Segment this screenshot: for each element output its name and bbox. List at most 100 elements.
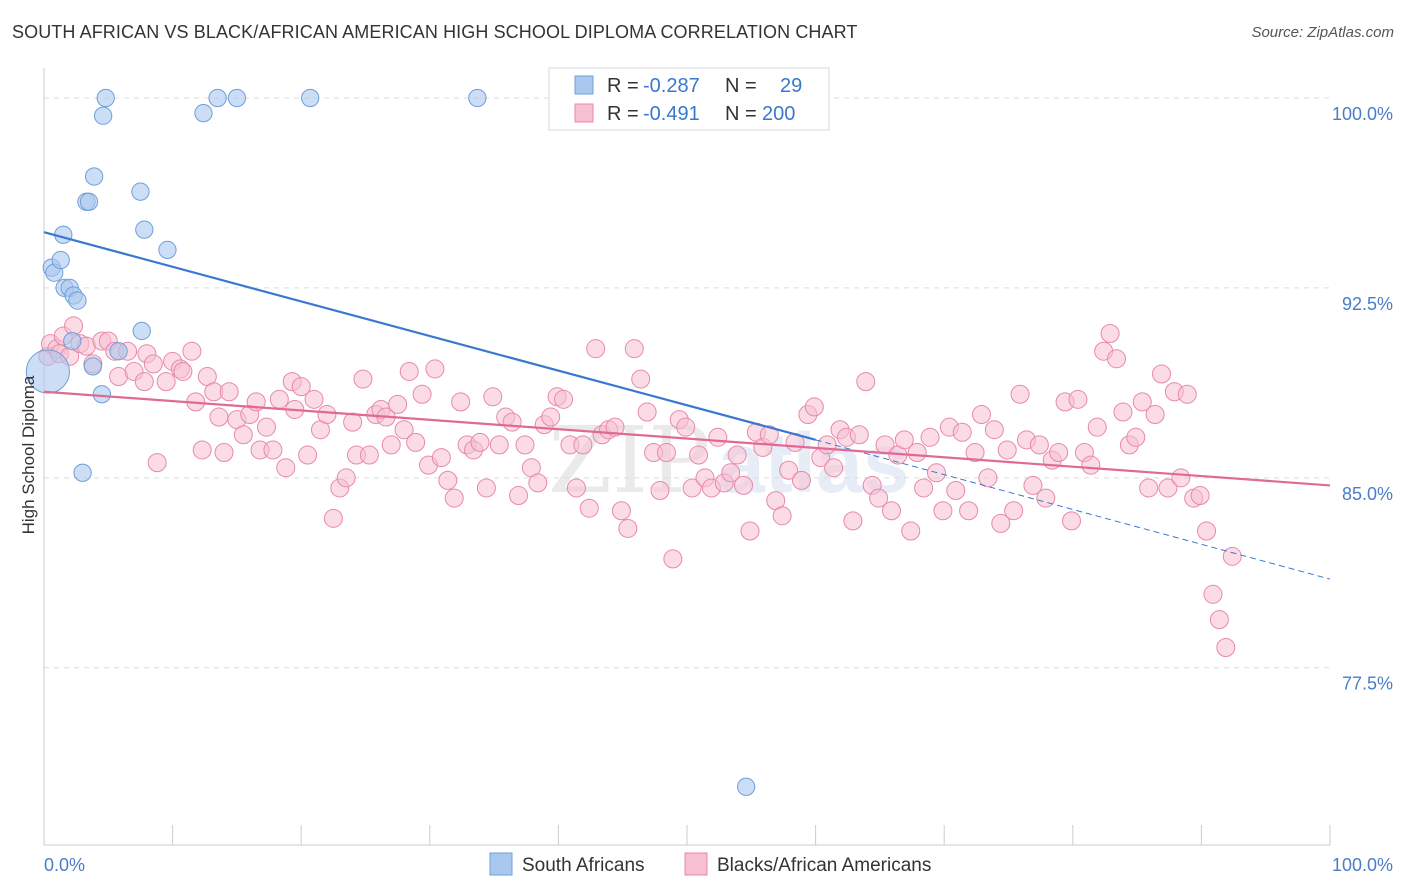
pink-point	[1132, 392, 1152, 412]
correlation-legend: R = -0.287 N = 29 R = -0.491 N = 200	[548, 67, 830, 131]
y-tick-label-0: 100.0%	[1332, 104, 1393, 124]
pink-point	[173, 361, 193, 381]
pink-point	[489, 435, 509, 455]
pink-point	[1152, 364, 1172, 384]
pink-point	[406, 432, 426, 452]
pink-point	[359, 445, 379, 465]
pink-point	[483, 387, 503, 407]
pink-point	[1171, 468, 1191, 488]
pink-point	[353, 369, 373, 389]
pink-point	[381, 435, 401, 455]
legend-n-value-2: 200	[762, 103, 795, 125]
pink-point	[772, 506, 792, 526]
blue-point	[208, 88, 227, 108]
pink-point	[734, 475, 754, 495]
pink-point	[143, 354, 163, 374]
pink-point	[1081, 455, 1101, 475]
y-tick-label-3: 77.5%	[1342, 674, 1393, 694]
pink-point	[965, 443, 985, 462]
blue-trend-extension	[815, 439, 1331, 580]
blue-series-points	[25, 88, 756, 796]
pink-point	[394, 420, 414, 440]
blue-point	[135, 220, 154, 239]
pink-point	[1222, 546, 1242, 566]
pink-point	[336, 468, 356, 488]
pink-point	[156, 372, 176, 392]
pink-point	[263, 440, 283, 460]
legend-r-label-2: R =	[607, 103, 639, 125]
pink-point	[1062, 511, 1082, 531]
pink-point	[214, 443, 234, 462]
legend-n-label-1: N =	[725, 75, 757, 97]
pink-point	[856, 372, 876, 392]
pink-point	[1023, 475, 1043, 495]
blue-point	[301, 88, 320, 108]
legend-swatch-blue	[574, 75, 594, 95]
pink-point	[147, 453, 167, 473]
legend-n-label-2: N =	[725, 103, 757, 125]
blue-point	[158, 240, 177, 260]
pink-point	[451, 392, 471, 412]
blue-point	[131, 182, 150, 201]
pink-point	[579, 498, 599, 518]
trend-lines	[43, 231, 1331, 580]
pink-point	[605, 417, 625, 437]
series-legend-swatch-blue	[489, 852, 513, 876]
legend-n-value-1: 29	[780, 75, 802, 97]
pink-point	[971, 405, 991, 425]
pink-point	[1209, 610, 1229, 630]
y-tick-label-2: 85.0%	[1342, 484, 1393, 504]
pink-point	[1126, 427, 1146, 447]
pink-point	[1145, 405, 1165, 425]
blue-point	[79, 192, 99, 211]
pink-point	[933, 501, 953, 521]
blue-point	[737, 777, 756, 796]
x-tick-label-min: 0.0%	[44, 855, 85, 875]
pink-point	[304, 389, 324, 409]
legend-r-value-2: -0.491	[643, 103, 700, 125]
pink-point	[624, 339, 644, 359]
pink-point	[134, 372, 154, 392]
pink-point	[1107, 349, 1127, 369]
blue-point	[51, 250, 70, 270]
pink-point	[804, 397, 824, 417]
pink-point	[997, 440, 1017, 460]
axes	[43, 68, 1331, 846]
pink-series-points	[38, 316, 1242, 657]
pink-point	[573, 435, 593, 455]
blue-point	[132, 321, 151, 341]
pink-point	[515, 435, 535, 455]
pink-point	[1139, 478, 1159, 498]
pink-point	[323, 508, 343, 528]
blue-point	[227, 88, 247, 108]
pink-point	[399, 361, 419, 381]
pink-point	[721, 463, 741, 483]
pink-point	[269, 389, 289, 409]
pink-point	[740, 521, 760, 541]
pink-point	[233, 425, 253, 445]
pink-point	[791, 470, 811, 490]
pink-point	[219, 382, 239, 402]
pink-point	[1203, 584, 1223, 604]
blue-point	[92, 385, 112, 404]
series-legend: South Africans Blacks/African Americans	[489, 852, 931, 876]
series-legend-label-blacks: Blacks/African Americans	[717, 855, 931, 876]
pink-point	[881, 501, 901, 521]
source-credit: Source: ZipAtlas.com	[1251, 24, 1394, 41]
pink-point	[509, 486, 529, 506]
pink-point	[920, 427, 940, 447]
pink-point	[438, 470, 458, 490]
pink-point	[209, 407, 229, 427]
pink-point	[1158, 478, 1178, 498]
pink-point	[682, 478, 702, 498]
pink-point	[843, 511, 863, 531]
pink-point	[541, 407, 561, 427]
pink-point	[528, 473, 548, 493]
pink-point	[984, 420, 1004, 440]
pink-point	[824, 458, 844, 478]
blue-point	[85, 167, 104, 186]
pink-point	[470, 432, 490, 452]
pink-point	[1004, 501, 1024, 521]
blue-point	[468, 88, 487, 108]
pink-point	[388, 394, 408, 414]
